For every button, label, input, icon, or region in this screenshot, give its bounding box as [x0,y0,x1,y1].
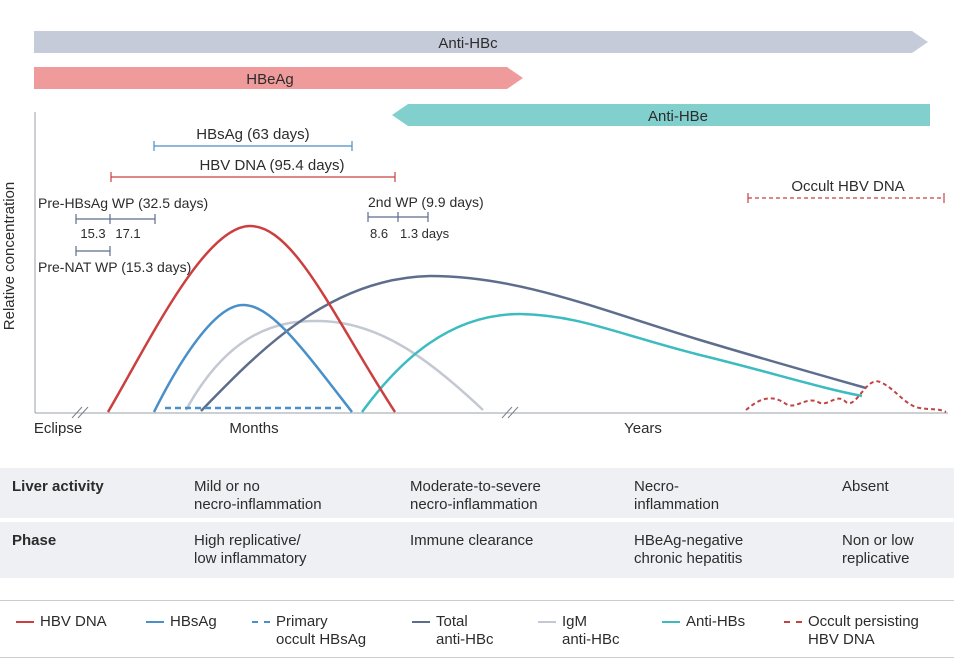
legend-hbv-dna: HBV DNA [40,613,107,630]
legend-primary-occult-hbsag: Primary occult HBsAg [276,613,367,648]
second-wp-label: 2nd WP (9.9 days) [368,194,484,210]
liver-activity-high-replicative: Mild or no necro-inflammation [194,478,322,513]
legend-hbsag-swatch [146,621,164,623]
liver-activity-immune-clearance: Moderate-to-severe necro-inflammation [410,478,541,513]
legend-igm-anti-hbc: IgM anti-HBc [562,613,620,648]
liver-activity-header: Liver activity [12,478,104,495]
phase-immune-clearance: Immune clearance [410,532,534,549]
legend-occult-persisting-swatch [784,621,802,623]
liver-activity-low-replicative: Absent [842,478,889,495]
anti-hbs-curve [360,312,863,413]
legend-occult-persisting-hbv-dna: Occult persisting HBV DNA [808,613,919,648]
legend-igm-anti-hbc-swatch [538,621,556,623]
axis-break-left [71,406,89,419]
hbsag-curve [152,303,353,413]
occult-persisting-hbv-dna-curve [745,380,947,413]
phase-row: Phase High replicative/ low inflammatory… [0,522,954,578]
liver-activity-row: Liver activity Mild or no necro-inflamma… [0,468,954,518]
legend: HBV DNA HBsAg Primary occult HBsAg Total… [0,600,954,658]
legend-primary-occult-swatch [252,621,270,623]
total-anti-hbc-curve [200,274,867,412]
hbv-dna-interval [110,172,396,182]
hbeag-bar-label: HBeAg [246,71,294,88]
occult-hbv-dna-interval [747,193,945,203]
hbsag-interval [153,141,353,151]
anti-hbc-bar: Anti-HBc [34,31,928,53]
phase-low-replicative: Non or low replicative [842,532,914,567]
pre-hbsag-wp-label: Pre-HBsAg WP (32.5 days) [38,195,208,211]
occult-hbv-dna-label: Occult HBV DNA [791,178,904,195]
x-label-years: Years [624,420,662,437]
legend-total-anti-hbc-swatch [412,621,430,623]
hbv-dna-curve [106,224,397,413]
legend-hbv-dna-swatch [16,621,34,623]
y-axis-label: Relative concentration [1,182,18,330]
second-wp-bracket [367,212,429,222]
phase-hbeag-negative: HBeAg-negative chronic hepatitis [634,532,744,567]
second-wp-b: 1.3 days [400,226,450,241]
pre-hbsag-wp-b: 17.1 [115,226,140,241]
pre-nat-wp-bracket [75,246,111,256]
legend-total-anti-hbc: Total anti-HBc [436,613,494,648]
legend-hbsag: HBsAg [170,613,217,630]
legend-anti-hbs-swatch [662,621,680,623]
hbsag-interval-label: HBsAg (63 days) [196,126,309,143]
hbv-dna-interval-label: HBV DNA (95.4 days) [199,157,344,174]
pre-hbsag-wp-bracket [75,214,156,224]
legend-anti-hbs: Anti-HBs [686,613,746,630]
anti-hbe-bar-label: Anti-HBe [648,108,708,125]
pre-hbsag-wp-a: 15.3 [80,226,105,241]
second-wp-a: 8.6 [370,226,388,241]
liver-activity-hbeag-negative: Necro- inflammation [634,478,720,513]
igm-anti-hbc-curve [184,319,484,411]
hbeag-bar: HBeAg [34,67,523,89]
phase-header: Phase [12,532,57,549]
phase-high-replicative: High replicative/ low inflammatory [194,532,307,567]
x-label-months: Months [229,420,278,437]
anti-hbc-bar-label: Anti-HBc [438,35,498,52]
anti-hbe-bar: Anti-HBe [392,104,930,126]
pre-nat-wp-label: Pre-NAT WP (15.3 days) [38,259,191,275]
x-label-eclipse: Eclipse [34,420,82,437]
axis-break-right [501,406,519,419]
